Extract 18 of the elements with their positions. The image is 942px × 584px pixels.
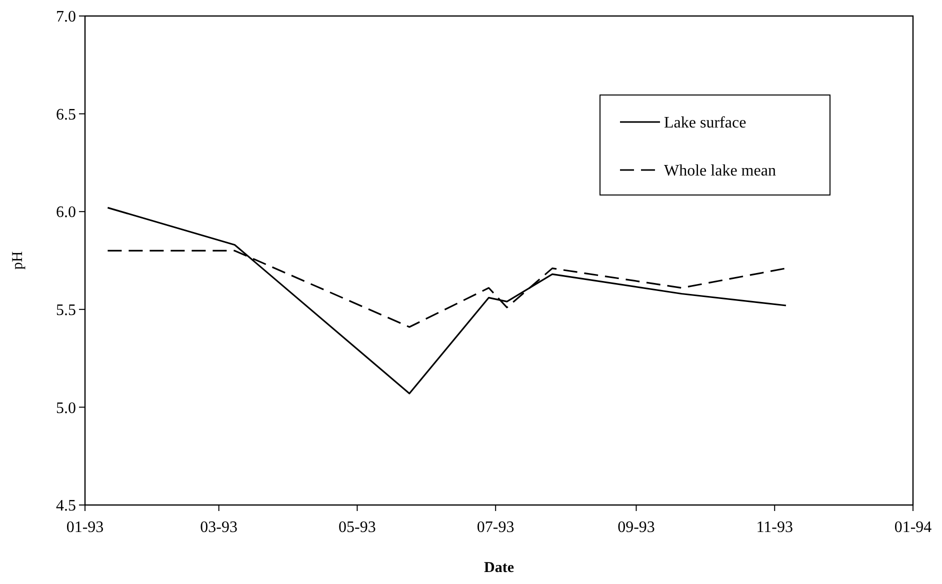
x-tick-label: 03-93 [200, 519, 238, 536]
x-tick-label: 05-93 [338, 519, 376, 536]
y-tick-label: 6.0 [56, 204, 76, 222]
legend-label: Lake surface [664, 114, 746, 132]
x-axis-title: Date [484, 560, 514, 576]
line-series [106, 206, 787, 394]
legend-label: Whole lake mean [664, 162, 776, 180]
x-tick-label: 09-93 [618, 519, 655, 536]
y-tick-label: 4.5 [56, 498, 76, 515]
x-tick-label: 07-93 [476, 519, 514, 536]
y-tick-label: 7.0 [56, 8, 76, 26]
y-tick-label: 5.5 [56, 302, 76, 319]
x-tick-label: 01-93 [66, 519, 104, 536]
x-tick-label: 11-93 [756, 519, 793, 536]
x-tick-label: 01-94 [894, 519, 932, 536]
y-axis-title: pH [10, 251, 26, 270]
y-tick-label: 6.5 [56, 106, 76, 124]
y-tick-label: 5.0 [56, 400, 76, 417]
